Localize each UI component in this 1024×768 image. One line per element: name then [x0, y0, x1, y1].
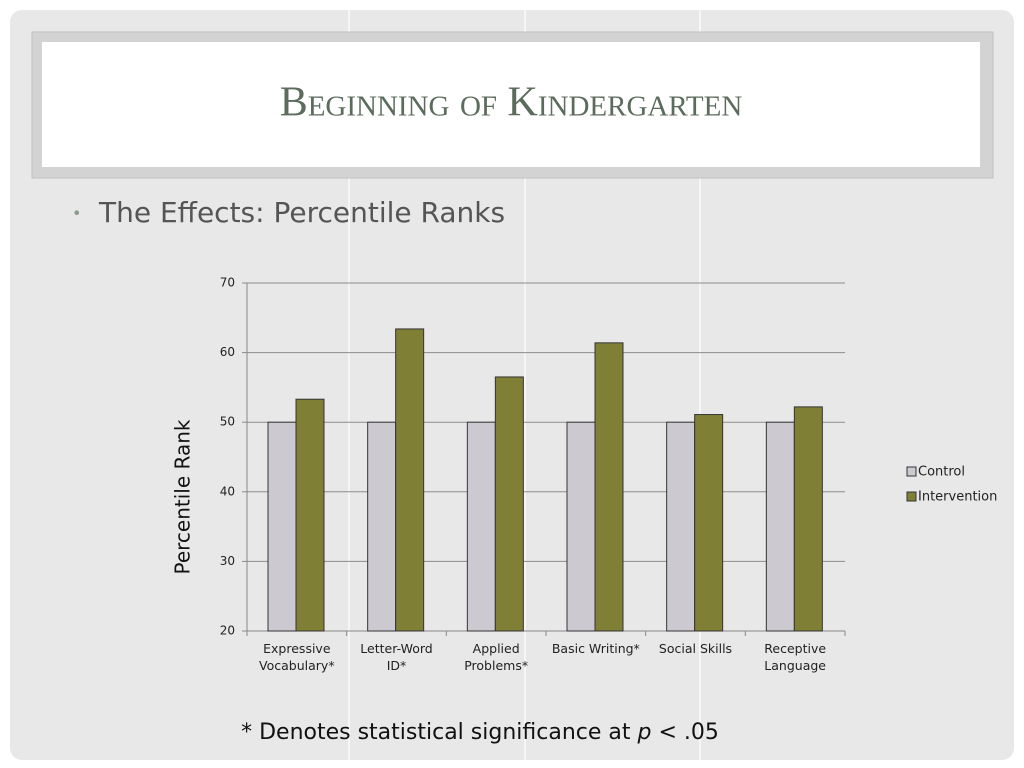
x-tick-label: Applied Problems*: [464, 641, 529, 673]
slide-title: Beginning of Kindergarten: [280, 80, 743, 126]
x-tick-label: Social Skills: [658, 641, 733, 656]
bar: [694, 414, 724, 632]
y-tick-label: 50: [220, 415, 235, 429]
bar: [594, 342, 624, 632]
footnote-text: < .05: [651, 720, 718, 745]
x-tick-label: Receptive Language: [764, 641, 827, 673]
bar: [494, 376, 524, 632]
bar: [793, 406, 823, 632]
bar: [666, 421, 696, 632]
y-axis-label: Percentile Rank: [171, 419, 195, 574]
bar: [566, 421, 596, 632]
x-tick-label: Basic Writing*: [551, 641, 640, 656]
x-tick-label: Letter-Word ID*: [360, 641, 433, 673]
legend-swatch: [906, 466, 917, 477]
y-tick-label: 20: [220, 624, 235, 638]
bar: [466, 421, 496, 632]
footnote-italic: p: [637, 720, 652, 745]
bullet-text: The Effects: Percentile Ranks: [98, 196, 505, 229]
bar: [295, 398, 325, 632]
bullet-dot: •: [72, 204, 81, 223]
title-box: [42, 42, 980, 167]
y-tick-label: 30: [220, 554, 235, 568]
y-tick-label: 60: [220, 345, 235, 359]
footnote-text: * Denotes statistical significance at: [241, 720, 637, 745]
y-tick-label: 70: [220, 276, 235, 290]
bar: [765, 421, 795, 632]
bar: [395, 328, 425, 632]
legend-label: Control: [918, 465, 965, 480]
footnote: * Denotes statistical significance at p …: [241, 720, 719, 745]
chart: 20 30 40 50 60 70 Percentile Rank Control Interv…: [171, 276, 998, 638]
legend-swatch: [906, 491, 917, 502]
y-tick-label: 40: [220, 484, 235, 498]
bar: [367, 421, 397, 632]
x-tick-label: Expressive Vocabulary*: [259, 641, 335, 673]
bar: [267, 421, 297, 632]
legend-label: Intervention: [918, 490, 997, 505]
